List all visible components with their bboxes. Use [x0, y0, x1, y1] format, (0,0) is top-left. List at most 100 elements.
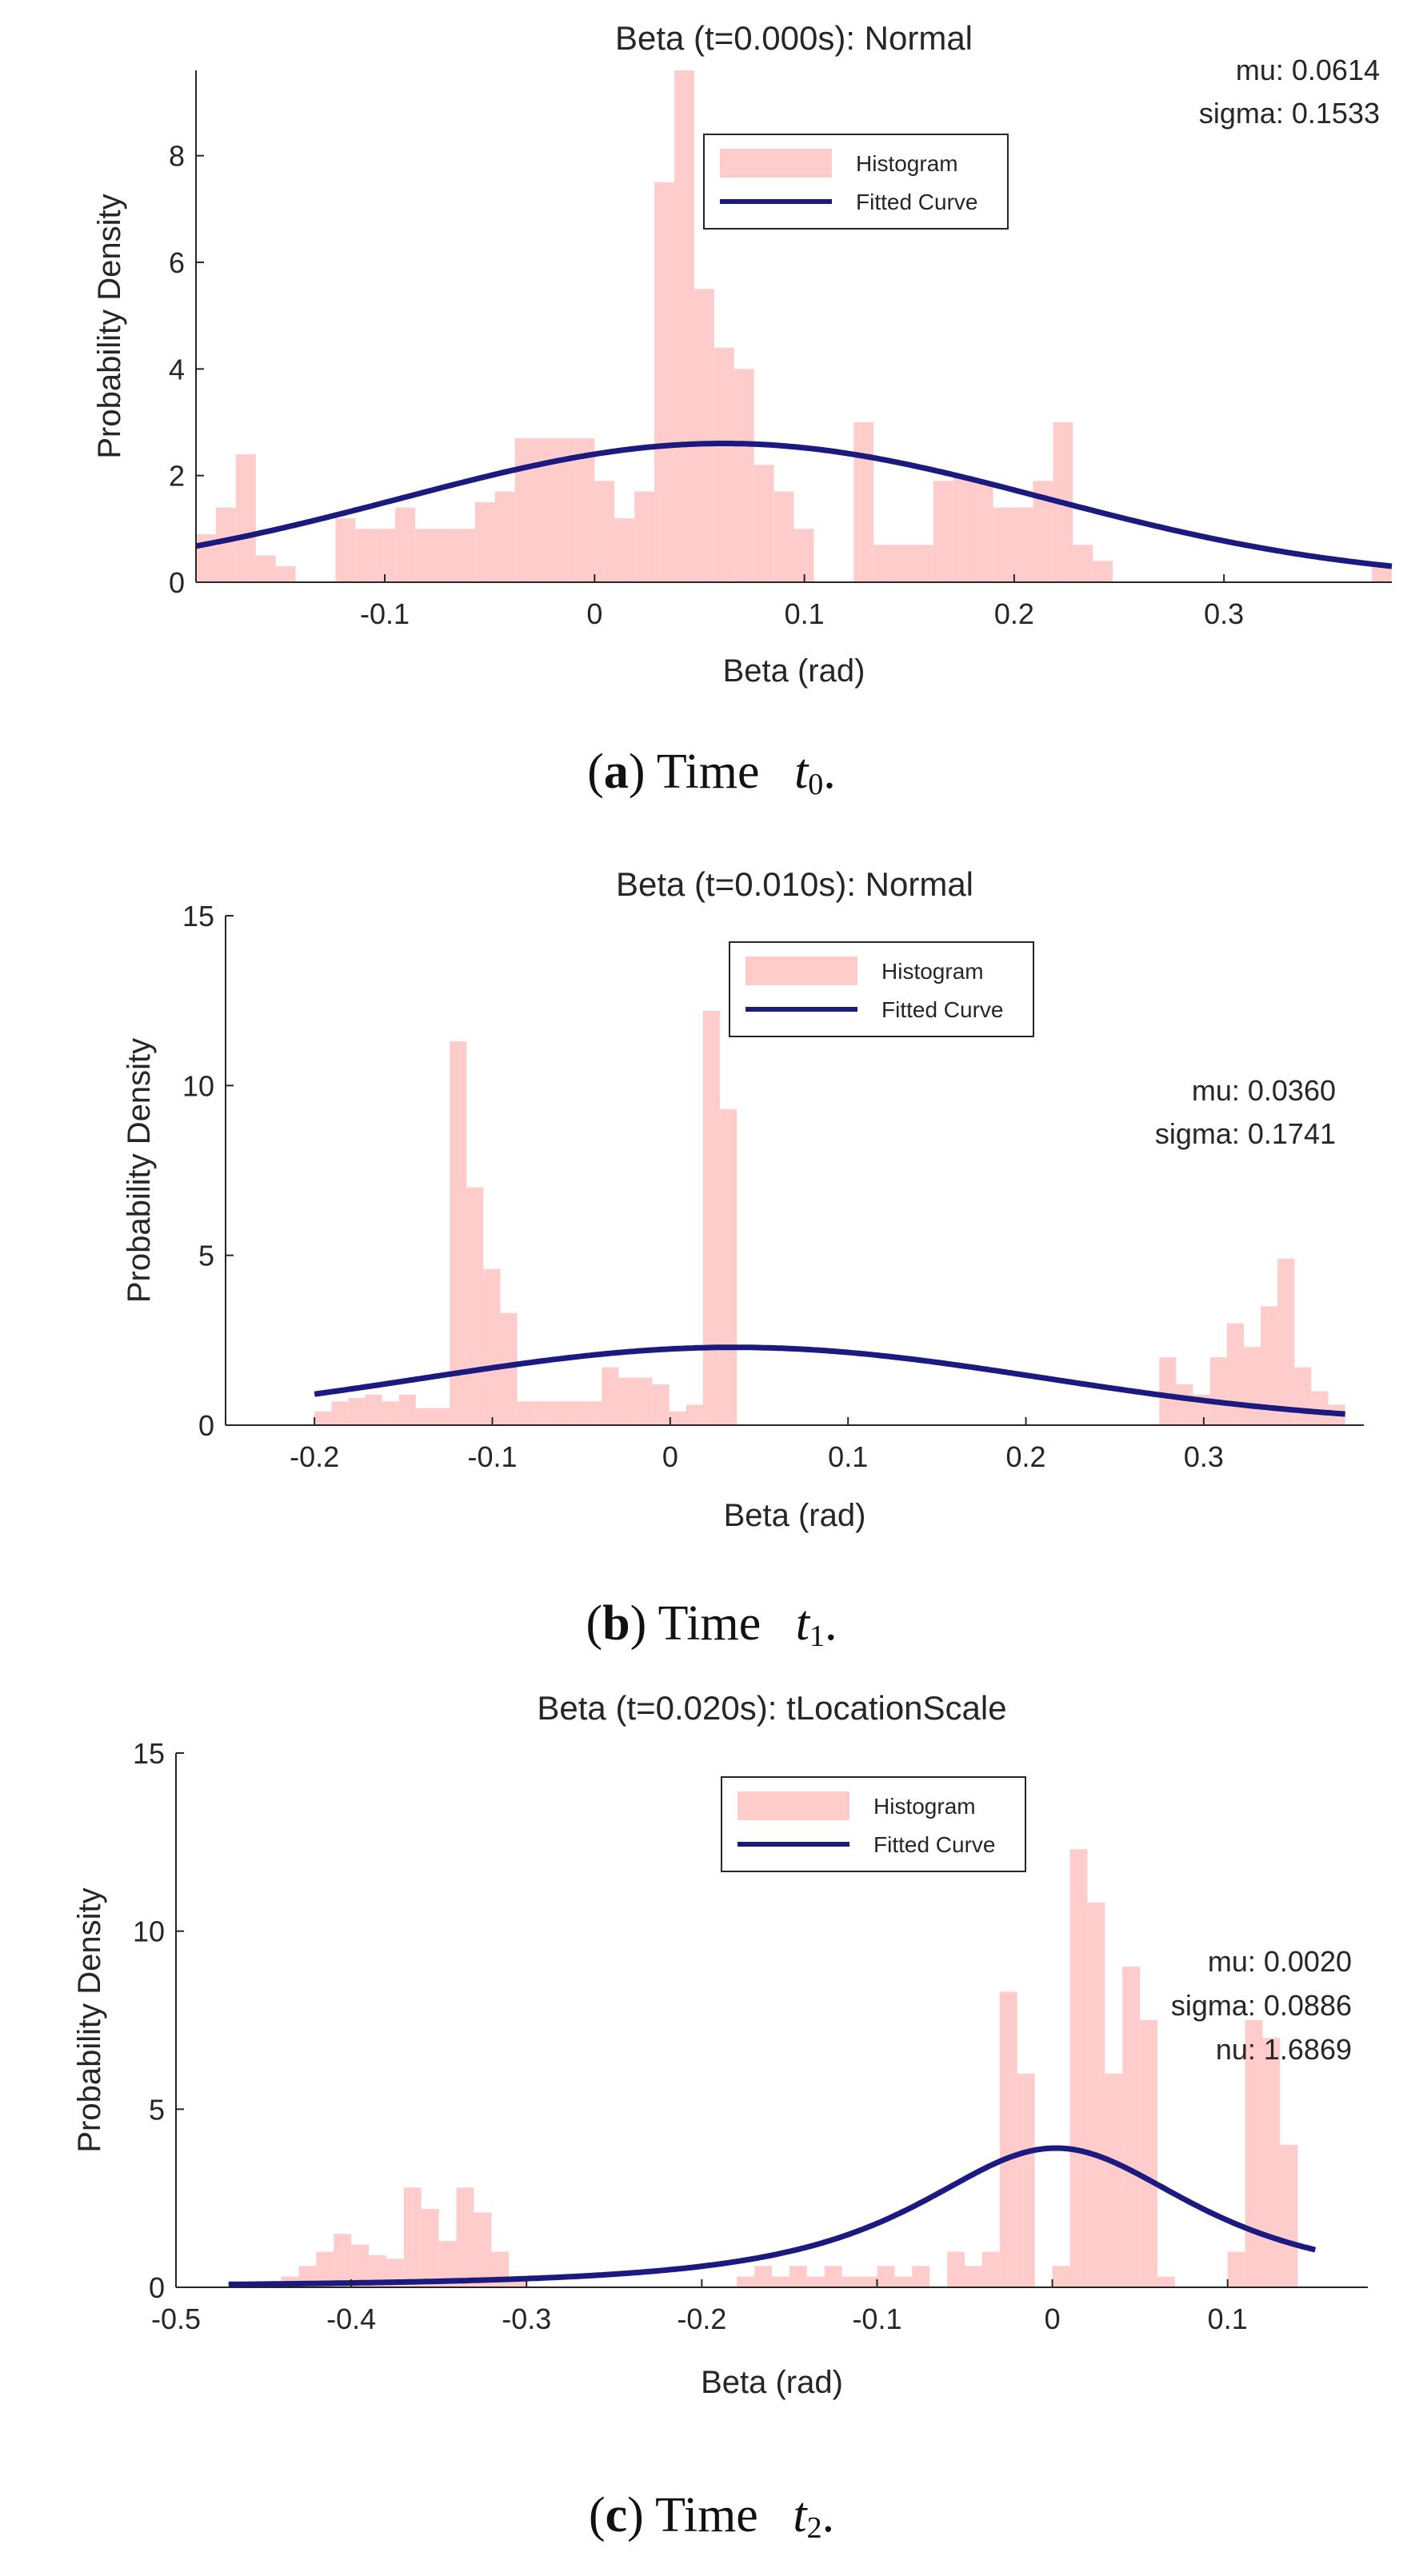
legend-box: [729, 941, 1034, 1037]
legend-histogram-label: Histogram: [856, 151, 958, 176]
caption-text: Time: [658, 1596, 761, 1651]
histogram-bar: [873, 545, 894, 582]
histogram-bar: [702, 1010, 721, 1425]
histogram-bar: [793, 529, 814, 582]
y-tick-label: 0: [169, 566, 185, 599]
histogram-bar: [789, 2266, 807, 2287]
x-tick-label: -0.2: [290, 1440, 339, 1473]
chart-title: Beta (t=0.020s): tLocationScale: [537, 1689, 1006, 1727]
y-tick-label: 6: [169, 246, 185, 279]
chart-title: Beta (t=0.000s): Normal: [615, 19, 973, 57]
histogram-bar: [438, 2241, 457, 2287]
legend-histogram-label: Histogram: [881, 959, 984, 984]
histogram-bar: [1227, 2251, 1245, 2287]
histogram-bar: [634, 491, 655, 582]
histogram-bar: [594, 481, 615, 582]
x-tick-label: 0.1: [1208, 2302, 1248, 2335]
histogram-bar: [398, 1394, 416, 1425]
caption-period: .: [821, 2488, 835, 2542]
x-tick-label: 0.3: [1184, 1440, 1224, 1473]
histogram-bar: [348, 1398, 366, 1425]
caption-period: .: [823, 745, 836, 799]
histogram-bar: [1069, 1849, 1088, 2287]
legend-curve-label: Fitted Curve: [856, 190, 978, 214]
histogram-bar: [1140, 2020, 1158, 2287]
histogram-bar: [1245, 2020, 1263, 2287]
y-tick-label: 15: [182, 900, 214, 933]
histogram-bar: [517, 1401, 534, 1425]
histogram-bar: [415, 529, 435, 582]
histogram-bar: [316, 2251, 334, 2287]
y-axis-label: Probability Density: [122, 1038, 157, 1303]
x-axis-label: Beta (rad): [723, 653, 865, 689]
histogram-bar: [947, 2251, 965, 2287]
legend-histogram-swatch: [745, 957, 857, 985]
legend-curve-label: Fitted Curve: [873, 1832, 996, 1857]
x-axis-label: Beta (rad): [701, 2365, 843, 2400]
x-tick-label: 0.1: [785, 597, 825, 630]
histogram-bar: [894, 2276, 913, 2287]
y-tick-label: 5: [149, 2093, 165, 2126]
histogram-bar: [859, 2276, 877, 2287]
legend-box: [721, 1776, 1026, 1872]
histogram-bar: [574, 438, 595, 582]
y-tick-label: 4: [169, 353, 185, 385]
histogram-bar: [912, 2266, 930, 2287]
histogram-bar: [772, 2276, 789, 2287]
histogram-bar: [674, 70, 694, 582]
histogram-bar: [733, 369, 754, 582]
histogram-bar: [435, 529, 455, 582]
legend-histogram-swatch: [720, 149, 832, 178]
x-tick-label: -0.2: [677, 2302, 726, 2335]
histogram-bar: [669, 1412, 686, 1425]
y-tick-label: 15: [133, 1737, 165, 1770]
histogram-bar: [737, 2276, 755, 2287]
caption-variable: t2: [793, 2488, 822, 2545]
histogram-bar: [483, 1268, 501, 1425]
y-tick-label: 0: [198, 1409, 214, 1442]
histogram-bar: [275, 566, 296, 582]
histogram-bar: [753, 465, 774, 582]
histogram-bar: [953, 475, 973, 582]
histogram-bar: [965, 2266, 982, 2287]
histogram-bar: [694, 289, 714, 582]
histogram-bar: [1087, 1903, 1105, 2287]
legend: Histogram Fitted Curve: [729, 941, 1034, 1037]
histogram-bar: [713, 347, 734, 582]
histogram-bar: [981, 2251, 1000, 2287]
histogram-bar: [351, 2244, 370, 2287]
y-tick-label: 10: [133, 1915, 165, 1948]
y-axis-label: Probability Density: [92, 194, 127, 458]
figure-b: -0.2 -0.1 0 0.1 0.2 0.3 0 5 10 15 Beta (t=0.010s):…: [0, 856, 1423, 1714]
histogram-bar: [1052, 2266, 1070, 2287]
fit-parameter-text: sigma: 0.0886: [1171, 1989, 1352, 2022]
fit-parameter-text: mu: 0.0020: [1208, 1945, 1352, 1978]
histogram-bar: [1159, 1357, 1177, 1425]
figure-a: -0.1 0 0.1 0.2 0.3 0 2 4 6 8 Beta (t=0.000s): Norm…: [0, 0, 1423, 858]
histogram-bar: [1226, 1323, 1244, 1425]
chart-b: -0.2 -0.1 0 0.1 0.2 0.3 0 5 10 15 Beta (t=0.010s):…: [122, 865, 1364, 1533]
y-tick-label: 0: [149, 2271, 165, 2304]
fitted-curve-line: [195, 441, 1393, 569]
histogram-bar: [365, 1394, 382, 1425]
x-tick-label: 0.1: [828, 1440, 868, 1473]
x-tick-label: 0: [586, 597, 602, 630]
histogram-bar: [1262, 2038, 1281, 2287]
y-axis-label: Probability Density: [72, 1887, 107, 2152]
caption-variable: t0: [794, 745, 824, 801]
histogram-bar: [433, 1408, 450, 1425]
histogram-bars: [196, 70, 1392, 582]
histogram-bar: [1105, 2073, 1123, 2287]
caption-letter: b: [602, 1596, 630, 1651]
y-tick-label: 2: [169, 460, 185, 493]
chart-c: -0.5 -0.4 -0.3 -0.2 -0.1 0 0.1 0 5 10 15 Beta (t=0.…: [72, 1689, 1368, 2400]
histogram-bar: [421, 2209, 439, 2287]
y-tick-label: 5: [198, 1240, 214, 1272]
histogram-bar: [369, 2254, 386, 2287]
histogram-bar: [466, 1187, 484, 1425]
histogram-bar: [1243, 1347, 1261, 1425]
caption-a: (a) Time t0.: [587, 745, 836, 801]
y-tick-label: 8: [169, 140, 185, 173]
histogram-bar: [824, 2266, 842, 2287]
chart-a: -0.1 0 0.1 0.2 0.3 0 2 4 6 8 Beta (t=0.000s): Norm…: [92, 19, 1393, 689]
